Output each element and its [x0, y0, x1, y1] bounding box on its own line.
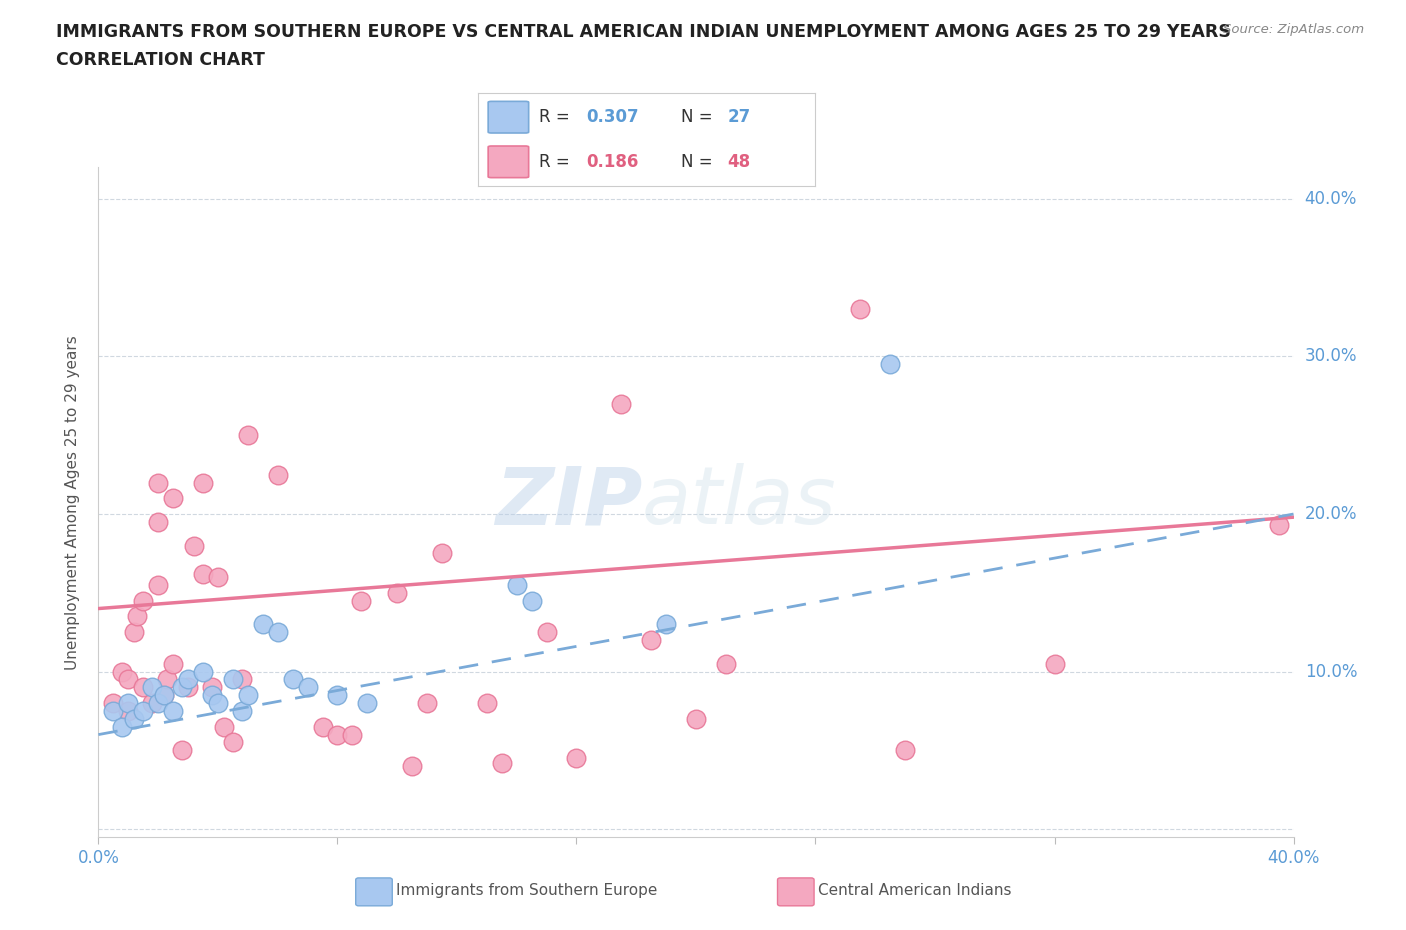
- Point: [117, 696, 139, 711]
- Text: 30.0%: 30.0%: [1305, 348, 1357, 365]
- Point: [281, 672, 304, 687]
- Point: [172, 680, 194, 695]
- Point: [124, 711, 146, 726]
- Point: [267, 625, 290, 640]
- Text: R =: R =: [538, 153, 575, 171]
- Point: [236, 428, 259, 443]
- Point: [153, 688, 176, 703]
- Text: 10.0%: 10.0%: [1305, 662, 1357, 681]
- Point: [103, 696, 125, 711]
- Point: [111, 664, 134, 679]
- Point: [132, 680, 155, 695]
- Text: Immigrants from Southern Europe: Immigrants from Southern Europe: [396, 884, 658, 898]
- Point: [231, 672, 253, 687]
- Text: 27: 27: [728, 108, 751, 126]
- Point: [148, 514, 170, 529]
- Point: [117, 672, 139, 687]
- Point: [191, 475, 214, 490]
- Point: [231, 703, 253, 718]
- Text: R =: R =: [538, 108, 575, 126]
- Point: [191, 566, 214, 581]
- Point: [177, 680, 200, 695]
- Point: [207, 569, 229, 584]
- Point: [356, 696, 378, 711]
- Point: [153, 688, 176, 703]
- Text: Central American Indians: Central American Indians: [818, 884, 1012, 898]
- Point: [430, 546, 453, 561]
- Point: [610, 396, 633, 411]
- Point: [311, 719, 333, 734]
- Text: atlas: atlas: [643, 463, 837, 541]
- Point: [141, 680, 163, 695]
- Point: [148, 578, 170, 592]
- Point: [640, 632, 662, 647]
- FancyBboxPatch shape: [488, 101, 529, 133]
- Text: CORRELATION CHART: CORRELATION CHART: [56, 51, 266, 69]
- Point: [212, 719, 235, 734]
- Text: N =: N =: [681, 108, 717, 126]
- Point: [162, 703, 184, 718]
- Point: [207, 696, 229, 711]
- Point: [506, 578, 529, 592]
- Point: [849, 301, 872, 316]
- Point: [162, 657, 184, 671]
- Point: [714, 657, 737, 671]
- Point: [520, 593, 543, 608]
- Point: [342, 727, 364, 742]
- Point: [385, 585, 409, 600]
- Point: [879, 357, 901, 372]
- Point: [416, 696, 439, 711]
- Point: [894, 743, 917, 758]
- Point: [132, 593, 155, 608]
- Point: [685, 711, 707, 726]
- Point: [177, 672, 200, 687]
- Point: [297, 680, 319, 695]
- Point: [117, 703, 139, 718]
- Point: [103, 703, 125, 718]
- Text: IMMIGRANTS FROM SOUTHERN EUROPE VS CENTRAL AMERICAN INDIAN UNEMPLOYMENT AMONG AG: IMMIGRANTS FROM SOUTHERN EUROPE VS CENTR…: [56, 23, 1232, 41]
- Point: [111, 719, 134, 734]
- Point: [127, 609, 149, 624]
- Text: 20.0%: 20.0%: [1305, 505, 1357, 523]
- Point: [132, 703, 155, 718]
- Point: [172, 743, 194, 758]
- Text: 48: 48: [728, 153, 751, 171]
- Point: [141, 696, 163, 711]
- FancyBboxPatch shape: [488, 146, 529, 178]
- Point: [655, 617, 678, 631]
- Text: ZIP: ZIP: [495, 463, 643, 541]
- Point: [491, 755, 513, 770]
- Point: [124, 625, 146, 640]
- Point: [156, 672, 179, 687]
- Point: [148, 696, 170, 711]
- Point: [162, 491, 184, 506]
- Point: [401, 759, 423, 774]
- Point: [222, 672, 245, 687]
- Point: [191, 664, 214, 679]
- Text: 0.186: 0.186: [586, 153, 638, 171]
- Point: [201, 680, 224, 695]
- Text: N =: N =: [681, 153, 717, 171]
- Point: [350, 593, 373, 608]
- Point: [565, 751, 588, 765]
- Point: [326, 688, 349, 703]
- Point: [148, 475, 170, 490]
- Point: [222, 735, 245, 750]
- Point: [475, 696, 498, 711]
- Point: [236, 688, 259, 703]
- Point: [536, 625, 558, 640]
- Point: [1267, 518, 1289, 533]
- Text: 0.307: 0.307: [586, 108, 638, 126]
- Point: [267, 467, 290, 482]
- Point: [183, 538, 205, 553]
- Point: [201, 688, 224, 703]
- Text: 40.0%: 40.0%: [1305, 190, 1357, 208]
- Point: [252, 617, 274, 631]
- Y-axis label: Unemployment Among Ages 25 to 29 years: Unemployment Among Ages 25 to 29 years: [65, 335, 80, 670]
- Point: [1043, 657, 1066, 671]
- Point: [326, 727, 349, 742]
- Text: Source: ZipAtlas.com: Source: ZipAtlas.com: [1223, 23, 1364, 36]
